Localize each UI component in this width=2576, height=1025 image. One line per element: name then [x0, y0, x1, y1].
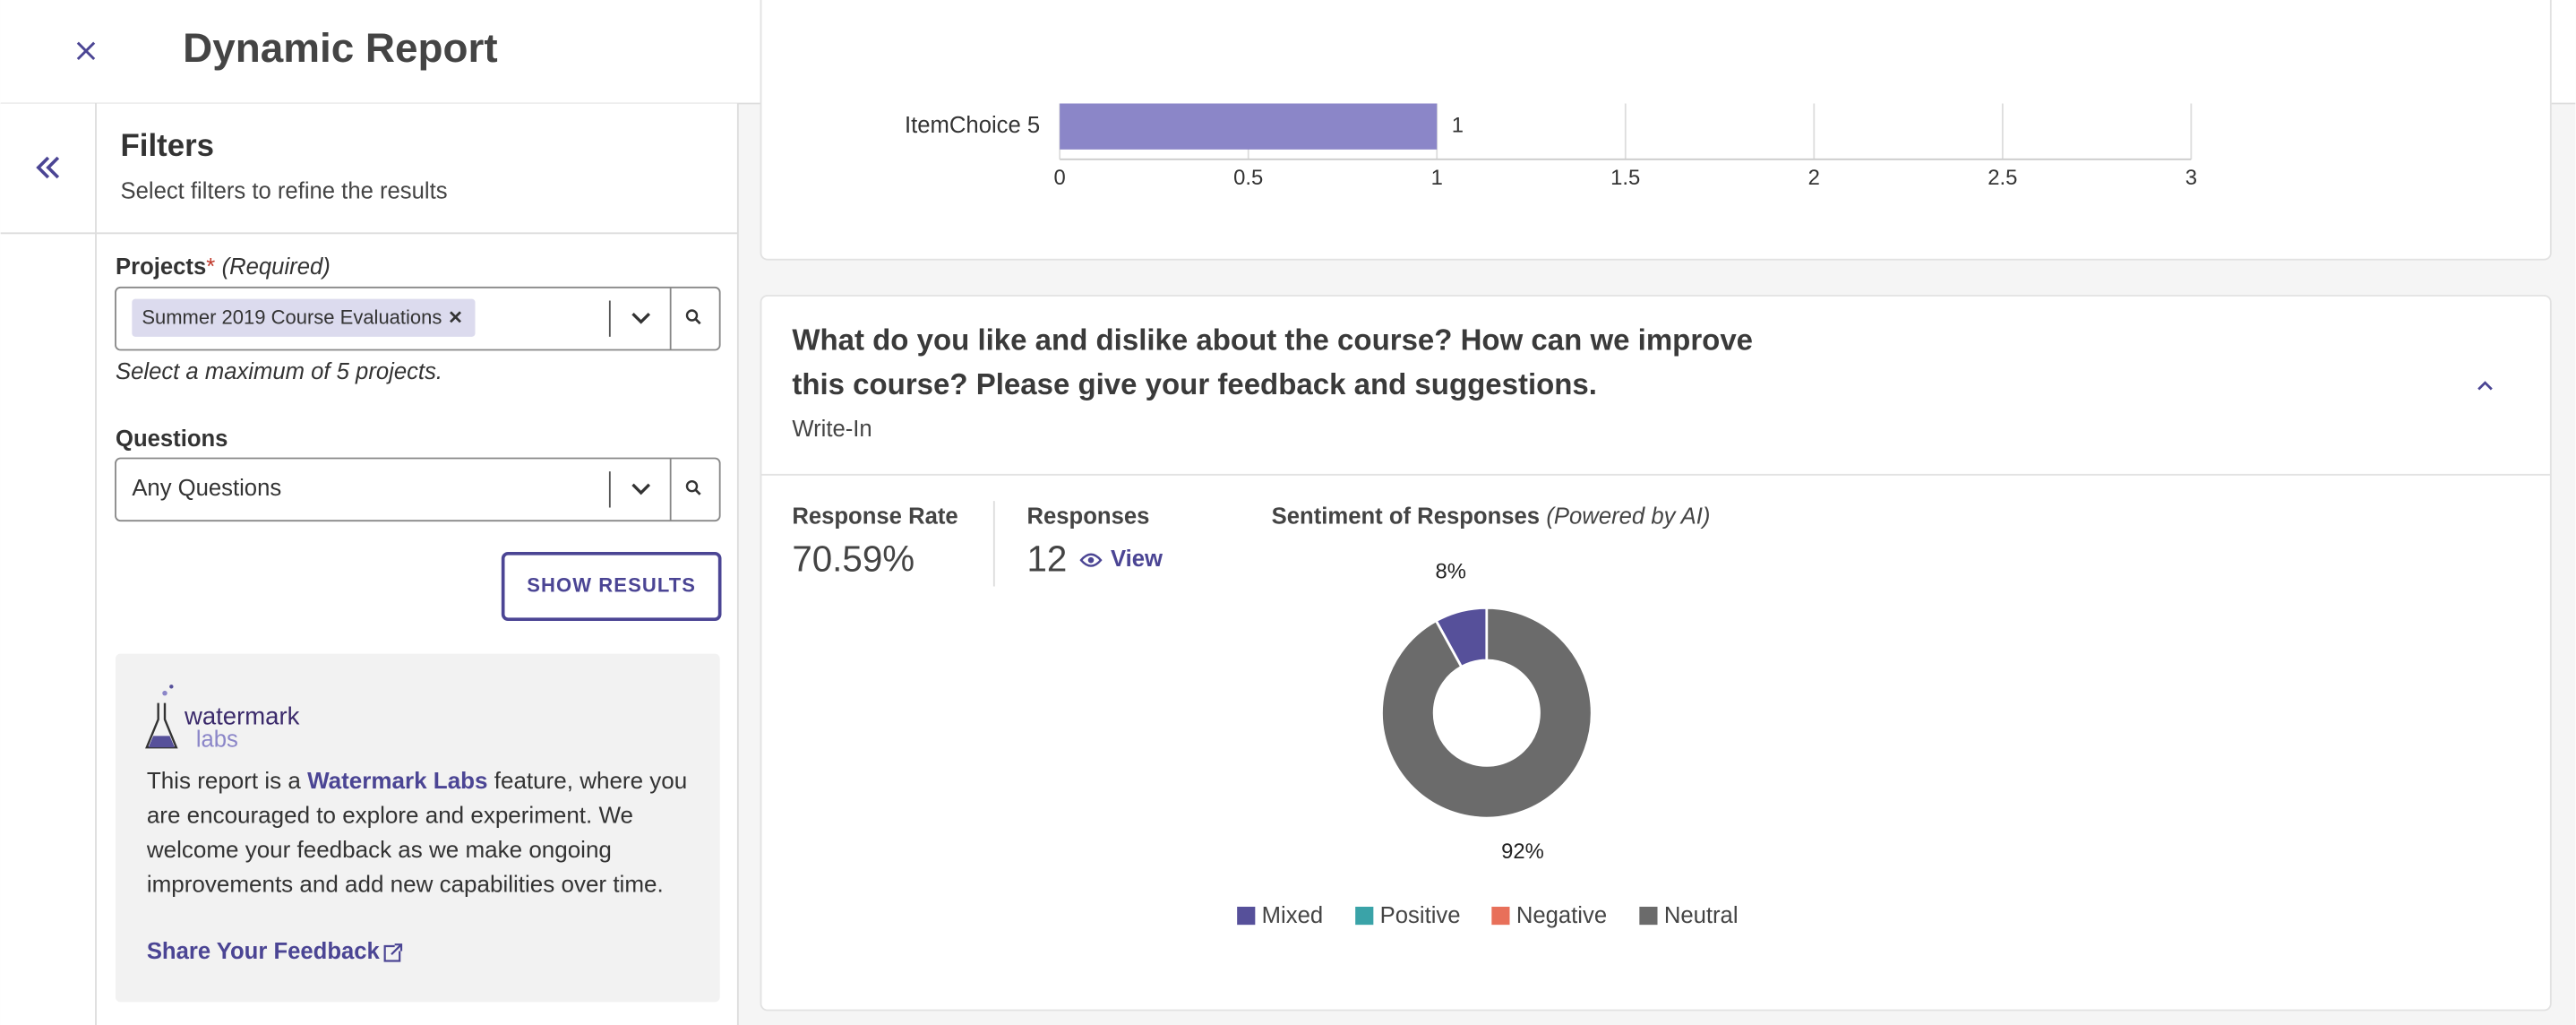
collapse-card[interactable]: [2477, 381, 2493, 391]
question-title: What do you like and dislike about the c…: [792, 323, 1754, 401]
questions-value: Any Questions: [132, 476, 281, 501]
logo-text: labs: [196, 728, 238, 753]
labs-logo-icon: [145, 685, 178, 749]
x-tick-label: 2.5: [1988, 166, 2017, 190]
x-tick-label: 2: [1808, 166, 1820, 190]
x-tick-label: 3: [2185, 166, 2197, 190]
label-text: Projects: [116, 254, 206, 280]
legend-label: Mixed: [1262, 903, 1323, 928]
question-type: Write-In: [792, 417, 872, 442]
bar: [1060, 103, 1438, 150]
questions-select[interactable]: [115, 457, 721, 522]
legend-swatch: [1355, 907, 1374, 926]
project-chip: [132, 298, 476, 337]
x-tick-label: 0: [1054, 166, 1066, 190]
pie-subtitle: (Powered by AI): [1546, 504, 1710, 529]
close-button[interactable]: [76, 41, 96, 61]
search-icon[interactable]: [685, 309, 701, 325]
x-tick-label: 0.5: [1233, 166, 1263, 190]
feedback-link[interactable]: Share Your Feedback: [147, 939, 381, 964]
legend-swatch: [1491, 907, 1510, 926]
data-label: 8%: [1435, 560, 1465, 584]
legend-label: Negative: [1516, 903, 1607, 928]
button-label[interactable]: SHOW RESULTS: [527, 573, 696, 596]
pie-slice: [1380, 606, 1593, 820]
dropdown-icon[interactable]: [631, 483, 651, 495]
required-mark: *: [206, 254, 215, 280]
labs-paragraph: This report is a Watermark Labs feature,…: [147, 765, 689, 903]
collapse-button[interactable]: [36, 156, 60, 179]
text: feature, where you are encouraged to exp…: [146, 769, 688, 899]
data-label: 92%: [1501, 840, 1544, 864]
show-results-button[interactable]: [501, 552, 722, 621]
responses-label: Responses: [1027, 504, 1150, 529]
legend-swatch: [1237, 907, 1256, 926]
projects-label: Projects* (Required): [116, 254, 331, 280]
pie-chart: 8% 92% Mixed Positive Negative Neutral: [1237, 560, 1739, 928]
x-tick-label: 1: [1431, 166, 1443, 190]
legend-swatch: [1639, 907, 1658, 926]
labs-text: This report is a Watermark Labs feature,…: [147, 765, 689, 903]
text: This report is a: [146, 769, 308, 796]
pie-title-line: Sentiment of Responses (Powered by AI): [1272, 504, 1711, 529]
filters-subtitle: Select filters to refine the results: [121, 178, 448, 203]
question-title-text: What do you like and dislike about the c…: [792, 323, 1754, 401]
questions-label: Questions: [116, 426, 228, 452]
eye-icon[interactable]: [1079, 553, 1103, 567]
data-label: 1: [1452, 113, 1464, 137]
bar-chart-card: [760, 0, 2552, 261]
bar-chart: 0 0.5 1 1.5 2 2.5 3 1 ItemChoice 5: [905, 103, 2197, 190]
search-icon[interactable]: [685, 479, 701, 495]
labs-link[interactable]: Watermark Labs: [307, 769, 488, 796]
projects-hint: Select a maximum of 5 projects.: [116, 359, 442, 384]
dropdown-icon[interactable]: [631, 312, 651, 324]
filters-title: Filters: [121, 128, 215, 163]
logo-text: watermark: [184, 702, 300, 729]
response-rate-value: 70.59%: [792, 538, 914, 580]
required-note: (Required): [222, 254, 331, 280]
pie-title: Sentiment of Responses: [1272, 504, 1540, 529]
response-rate-label: Response Rate: [792, 504, 957, 529]
x-tick-label: 1.5: [1610, 166, 1640, 190]
view-link[interactable]: View: [1111, 547, 1163, 572]
chip-remove[interactable]: [450, 311, 461, 323]
labs-box: [116, 653, 720, 1003]
category-label: ItemChoice 5: [905, 113, 1040, 138]
responses-value: 12: [1027, 538, 1068, 580]
page-title: Dynamic Report: [183, 25, 497, 71]
external-link-icon[interactable]: [383, 943, 403, 962]
legend-label: Positive: [1380, 903, 1461, 928]
legend-label: Neutral: [1664, 903, 1739, 928]
chip-text: Summer 2019 Course Evaluations: [142, 306, 442, 328]
